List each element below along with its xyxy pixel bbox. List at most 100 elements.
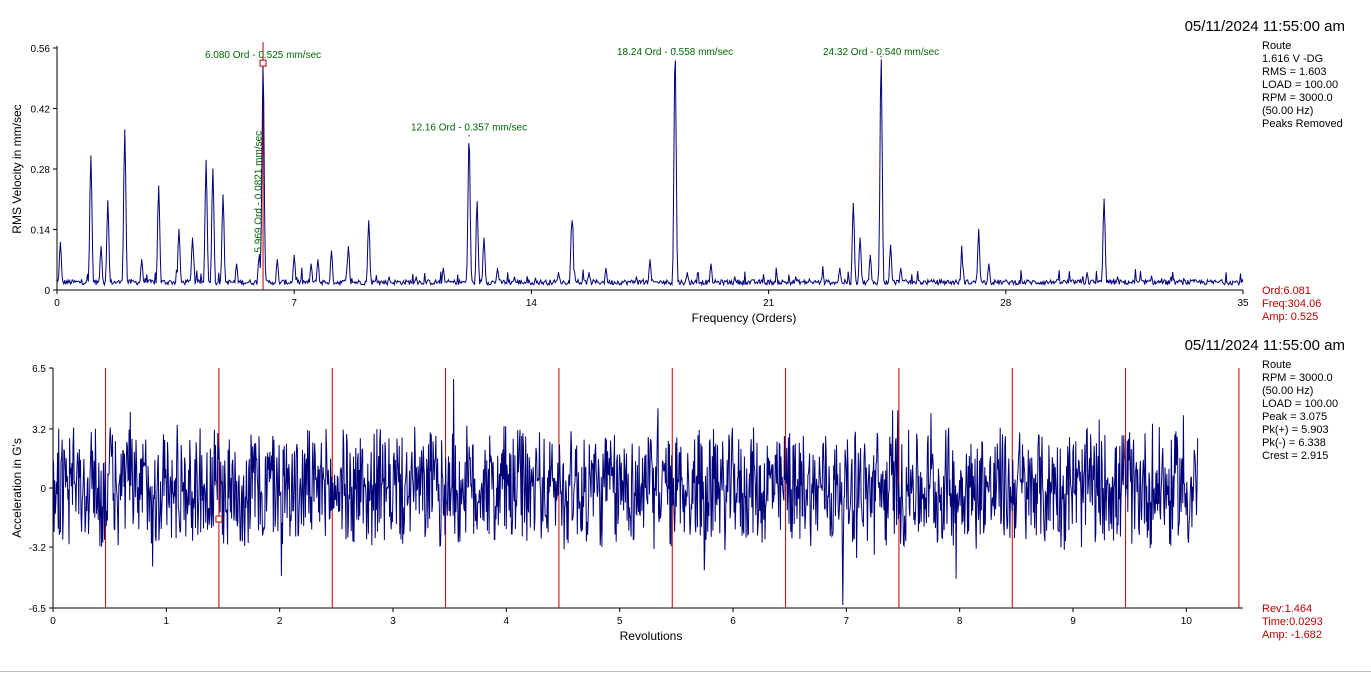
waveform-cursor-line-0: Rev:1.464 — [1262, 603, 1313, 615]
spectrum-peak-point — [1225, 280, 1227, 282]
spectrum-chart[interactable]: 0 0.14 0.28 0.42 0.56 0 7 14 21 28 35 Frequency (Or… — [0, 0, 1260, 335]
waveform-y-tick-label: 3.2 — [32, 425, 46, 436]
spectrum-peak-point — [483, 237, 485, 239]
spectrum-x-tick-label: 14 — [526, 298, 538, 309]
waveform-y-tick-label: 6.5 — [32, 364, 46, 375]
spectrum-peak-point — [476, 211, 478, 213]
waveform-info-line-0: Route — [1262, 359, 1292, 371]
waveform-info-line-7: Crest = 2.915 — [1262, 450, 1329, 462]
spectrum-peak-point — [674, 48, 676, 50]
spectrum-peak-annotation: 5.969 Ord - 0.0821 mm/sec — [253, 131, 264, 253]
spectrum-peak-point — [415, 276, 417, 278]
spectrum-peak-point — [1117, 276, 1119, 278]
spectrum-peak-point — [880, 56, 882, 58]
waveform-x-tick-label: 2 — [277, 616, 283, 627]
waveform-x-tick-label: 8 — [957, 616, 963, 627]
waveform-cursor-readout: Rev:1.464 Time:0.0293 Amp: -1.682 — [1262, 603, 1323, 642]
waveform-x-tick-label: 3 — [390, 616, 396, 627]
spectrum-x-tick-label: 0 — [54, 298, 60, 309]
spectrum-x-axis-label: Frequency (Orders) — [692, 311, 797, 325]
spectrum-peak-annotation: 24.32 Ord - 0.540 mm/sec — [823, 47, 939, 58]
spectrum-peak-point — [1086, 272, 1088, 274]
waveform-y-tick-label: 0 — [40, 484, 46, 495]
spectrum-peak-point — [588, 272, 590, 274]
spectrum-peak-point — [961, 254, 963, 257]
waveform-x-tick-label: 5 — [617, 616, 623, 627]
spectrum-peak-point — [141, 259, 143, 261]
spectrum-peak-point — [988, 263, 990, 265]
spectrum-peak-point — [852, 202, 854, 205]
spectrum-info-panel: Route 1.616 V -DG RMS = 1.603 LOAD = 100.00… — [1262, 40, 1343, 131]
spectrum-peak-point — [276, 259, 278, 261]
spectrum-cursor-marker — [259, 59, 267, 67]
spectrum-peak-point — [222, 194, 224, 196]
spectrum-info-line-1: 1.616 V -DG — [1262, 53, 1324, 65]
spectrum-peak-annotation: 18.24 Ord - 0.558 mm/sec — [617, 47, 733, 58]
spectrum-peak-point — [822, 272, 824, 274]
spectrum-peak-point — [191, 237, 194, 239]
spectrum-peak-point — [1157, 280, 1159, 282]
spectrum-trace — [56, 59, 1244, 287]
spectrum-peak-point — [442, 267, 444, 269]
spectrum-peak-point — [686, 272, 688, 274]
spectrum-info-line-3: LOAD = 100.00 — [1262, 79, 1339, 91]
spectrum-peak-point — [124, 129, 126, 131]
spectrum-peak-point — [710, 263, 712, 265]
spectrum-peak-point — [347, 246, 350, 248]
spectrum-peak-point — [605, 267, 607, 269]
waveform-info-panel: Route RPM = 3000.0 (50.00 Hz) LOAD = 100.00… — [1262, 359, 1338, 463]
spectrum-y-tick-label: 0.14 — [31, 226, 51, 237]
spectrum-peak-point — [978, 233, 980, 235]
spectrum-peak-annotation: 12.16 Ord - 0.357 mm/sec — [411, 123, 527, 134]
spectrum-info-line-5: (50.00 Hz) — [1262, 105, 1314, 117]
spectrum-peak-point — [557, 272, 560, 274]
spectrum-info-line-4: RPM = 3000.0 — [1262, 92, 1333, 104]
spectrum-y-tick-label: 0.28 — [31, 165, 51, 176]
waveform-chart[interactable]: 6.53.20-3.2-6.50 1 2 3 4 5 6 7 8 9 10RevolutionsAc… — [0, 335, 1260, 670]
waveform-x-axis-label: Revolutions — [620, 629, 683, 643]
waveform-x-tick-label: 7 — [844, 616, 850, 627]
waveform-x-tick-label: 10 — [1181, 616, 1193, 627]
spectrum-info-line-0: Route — [1262, 40, 1292, 52]
spectrum-peak-point — [761, 280, 763, 282]
spectrum-peak-point — [107, 202, 109, 205]
spectrum-cursor-line-2: Amp: 0.525 — [1262, 311, 1319, 323]
waveform-info-line-5: Pk(+) = 5.903 — [1262, 424, 1329, 436]
spectrum-peak-point — [468, 135, 470, 137]
spectrum-peak-point — [90, 155, 92, 157]
spectrum-cursor-line-0: Ord:6.081 — [1262, 285, 1311, 297]
spectrum-peak-point — [571, 220, 573, 222]
spectrum-info-line-6: Peaks Removed — [1262, 118, 1343, 130]
spectrum-x-tick-label: 28 — [1000, 298, 1012, 309]
spectrum-peak-point — [317, 259, 319, 261]
bottom-divider — [0, 671, 1371, 672]
spectrum-timestamp: 05/11/2024 11:55:00 am — [1184, 18, 1345, 35]
waveform-cursor-line-2: Amp: -1.682 — [1262, 629, 1322, 641]
waveform-info-line-1: RPM = 3000.0 — [1262, 372, 1333, 384]
spectrum-y-tick-label: 0.42 — [31, 105, 51, 116]
spectrum-peak-point — [839, 267, 841, 269]
spectrum-peak-point — [900, 267, 902, 269]
waveform-info-line-3: LOAD = 100.00 — [1262, 398, 1339, 410]
waveform-x-tick-label: 6 — [730, 616, 736, 627]
spectrum-info-line-2: RMS = 1.603 — [1262, 66, 1327, 78]
spectrum-peak-point — [258, 253, 260, 256]
spectrum-peak-point — [1052, 280, 1054, 282]
spectrum-cursor-line-1: Freq:304.06 — [1262, 298, 1322, 310]
spectrum-peak-point — [513, 276, 516, 278]
waveform-y-tick-label: -3.2 — [29, 543, 47, 554]
spectrum-peak-point — [235, 263, 238, 265]
waveform-x-tick-label: 1 — [164, 616, 170, 627]
spectrum-peak-point — [158, 185, 160, 187]
waveform-y-axis-label: Acceleration in G's — [10, 438, 24, 538]
spectrum-peak-point — [388, 276, 390, 278]
spectrum-peak-point — [859, 237, 861, 239]
spectrum-peak-point — [205, 159, 207, 161]
spectrum-peak-point — [293, 254, 295, 257]
waveform-x-tick-label: 9 — [1070, 616, 1076, 627]
spectrum-y-tick-label: 0 — [44, 286, 50, 297]
spectrum-y-axis-label: RMS Velocity in mm/sec — [10, 104, 24, 233]
spectrum-peak-point — [178, 228, 180, 231]
spectrum-peak-point — [869, 254, 871, 257]
spectrum-peak-point — [310, 263, 312, 265]
